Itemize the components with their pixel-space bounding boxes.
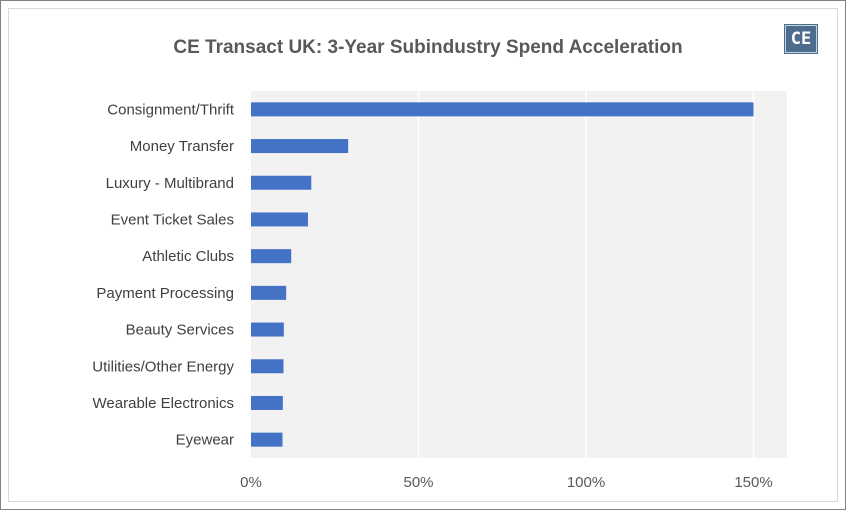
x-tick-label: 50%	[403, 474, 433, 491]
category-label: Utilities/Other Energy	[92, 358, 234, 375]
bar	[251, 285, 287, 300]
category-label: Athletic Clubs	[142, 248, 234, 265]
bar	[251, 249, 292, 264]
category-label: Event Ticket Sales	[111, 211, 234, 228]
category-labels: Consignment/Thrift Money Transfer Luxury -…	[92, 101, 235, 448]
bar	[251, 395, 283, 410]
bar	[251, 359, 284, 374]
category-label: Luxury - Multibrand	[106, 175, 234, 192]
x-tick-label: 0%	[240, 474, 262, 491]
x-tick-label: 100%	[567, 474, 605, 491]
ce-logo: CE	[785, 25, 817, 53]
bars	[251, 102, 754, 447]
gridlines	[417, 91, 755, 458]
chart-area-border	[8, 8, 838, 502]
category-label: Eyewear	[176, 432, 234, 449]
bar	[251, 432, 283, 447]
x-axis-tick-labels: 0% 50% 100% 150%	[240, 474, 773, 491]
bar	[251, 322, 284, 337]
category-label: Beauty Services	[126, 322, 234, 339]
bar	[251, 139, 349, 154]
x-tick-label: 150%	[734, 474, 772, 491]
bar	[251, 175, 312, 190]
category-label: Wearable Electronics	[93, 395, 234, 412]
bar	[251, 102, 754, 117]
bar	[251, 212, 308, 227]
category-label: Money Transfer	[130, 138, 234, 155]
category-label: Payment Processing	[96, 285, 234, 302]
chart-title: CE Transact UK: 3-Year Subindustry Spend…	[173, 37, 683, 58]
category-label: Consignment/Thrift	[107, 101, 235, 118]
